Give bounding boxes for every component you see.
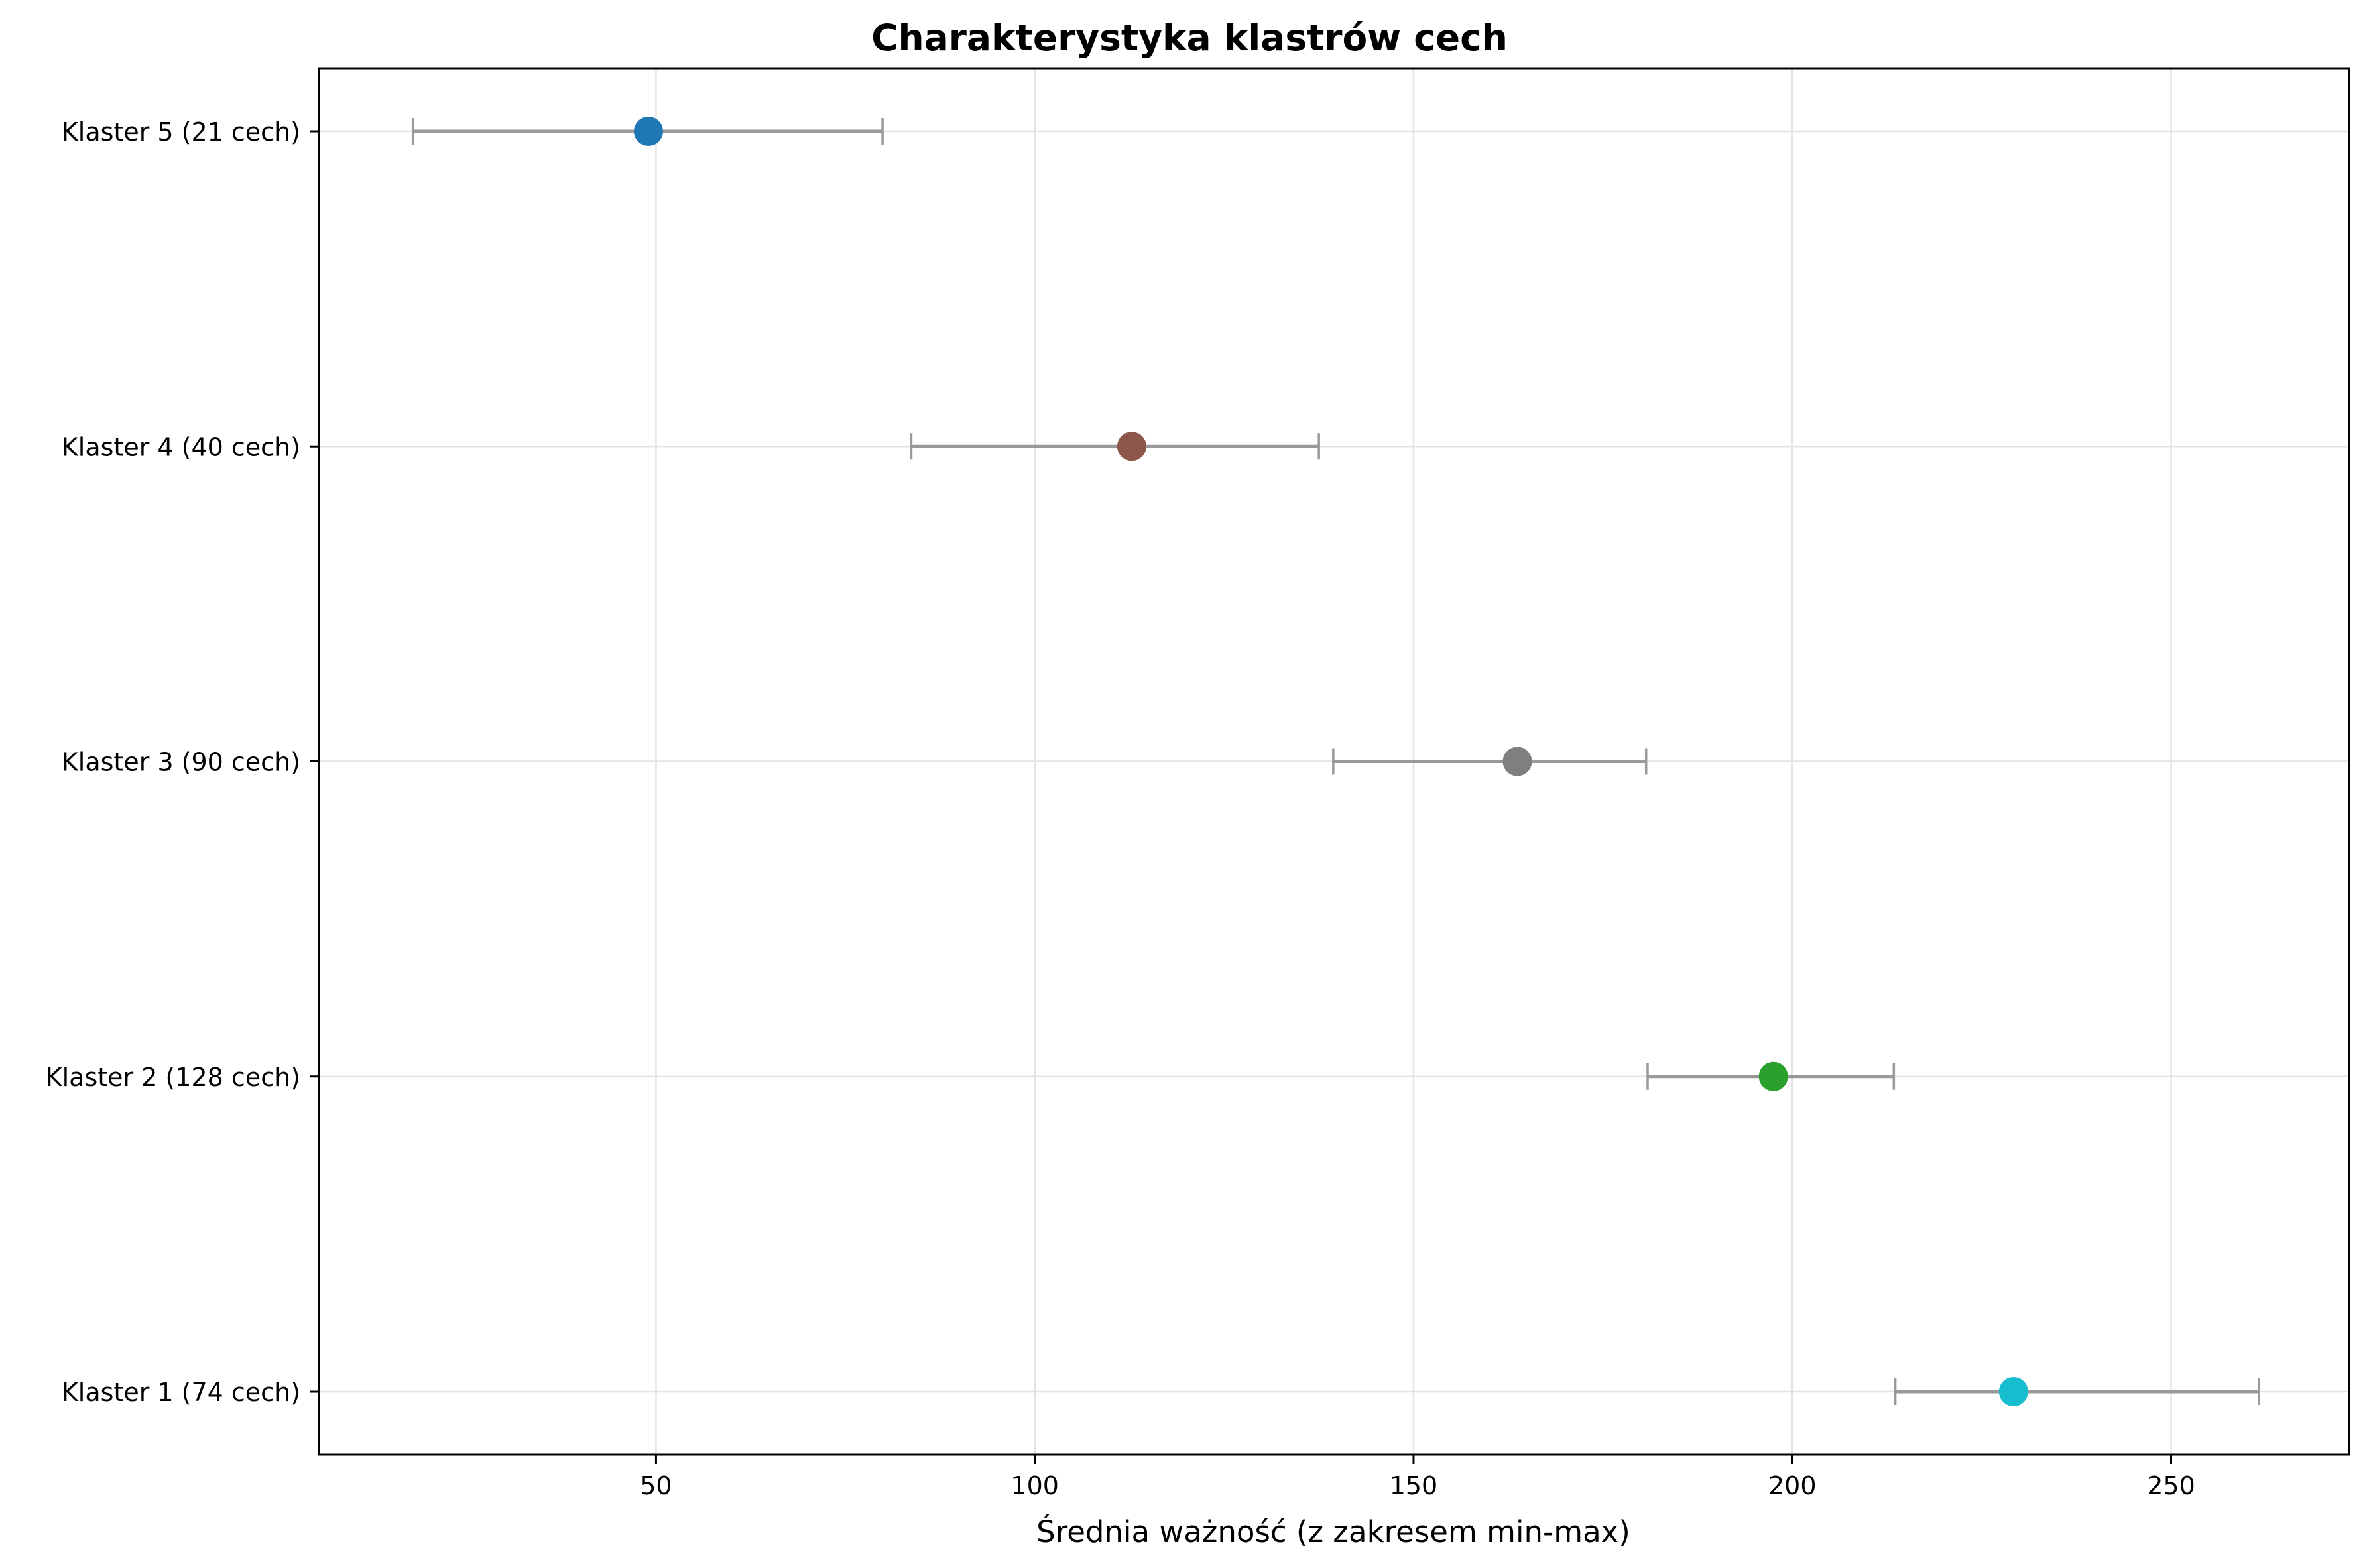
y-tick-label: Klaster 4 (40 cech) [62, 432, 300, 461]
x-tick-label: 200 [1768, 1471, 1817, 1500]
y-tick-label: Klaster 5 (21 cech) [62, 117, 300, 147]
grid-layer [319, 68, 2349, 1455]
point-layer [634, 117, 2028, 1406]
mean-point [634, 117, 664, 146]
x-tick-label: 250 [2147, 1471, 2195, 1500]
y-tick-label: Klaster 2 (128 cech) [46, 1063, 300, 1092]
x-tick-label: 150 [1390, 1471, 1438, 1500]
mean-point [1502, 747, 1532, 776]
x-axis: 50 100 150 200 250 [640, 1455, 2195, 1500]
y-tick-label: Klaster 3 (90 cech) [62, 748, 300, 777]
y-axis: Klaster 1 (74 cech) Klaster 2 (128 cech) K… [46, 117, 319, 1407]
mean-point [1758, 1061, 1788, 1091]
mean-point [1998, 1377, 2028, 1406]
mean-point [1117, 432, 1146, 461]
x-tick-label: 50 [640, 1471, 672, 1500]
y-tick-label: Klaster 1 (74 cech) [62, 1378, 300, 1407]
x-tick-label: 100 [1010, 1471, 1059, 1500]
x-axis-label: Średnia ważność (z zakresem min-max) [1036, 1514, 1630, 1549]
chart-title: Charakterystyka klastrów cech [871, 17, 1508, 59]
